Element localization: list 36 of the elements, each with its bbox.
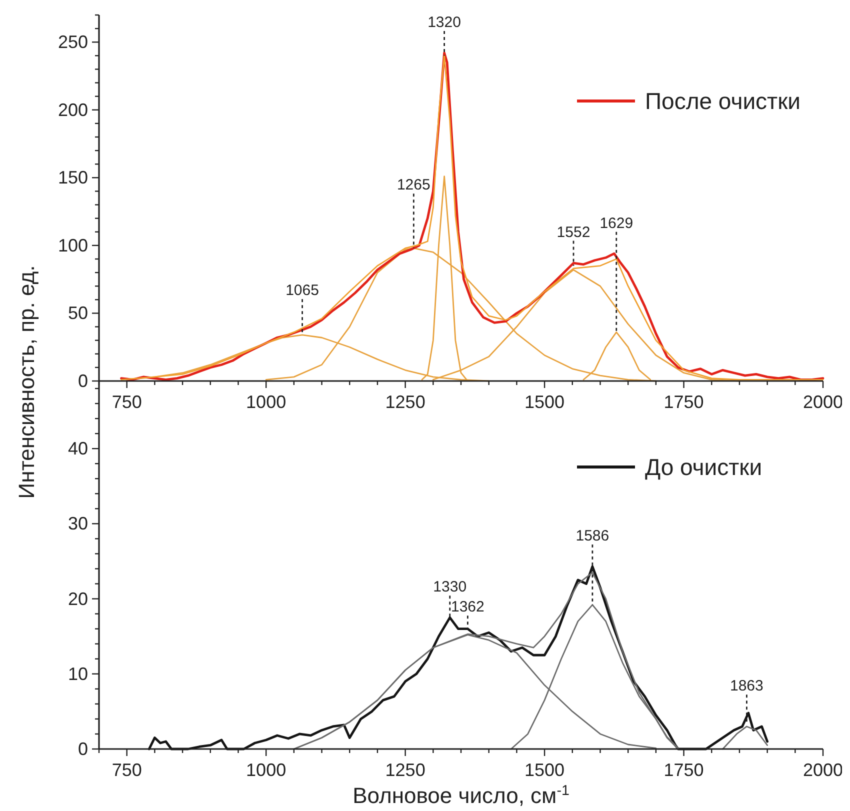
y-tick-label: 40 (68, 438, 88, 459)
annotation: 1362 (450, 598, 484, 616)
x-tick-label: 1750 (664, 760, 704, 780)
legend-label: После очистки (645, 88, 800, 114)
y-tick-label: 250 (58, 32, 88, 52)
y-axis-title: Интенсивность, пр. ед. (14, 265, 39, 499)
annotation: 1330 (433, 578, 467, 596)
annotation: 1065 (286, 282, 319, 300)
legend-label: До очистки (645, 454, 762, 480)
x-tick-label: 2000 (802, 760, 844, 780)
x-tick-label: 1750 (664, 392, 704, 412)
x-tick-label: 1500 (524, 392, 565, 412)
annotation: 1320 (428, 14, 461, 31)
x-axis-title: Волновое число, см$^{-1}$ (352, 783, 570, 808)
annotation: 1586 (576, 528, 610, 544)
y-tick-label: 0 (78, 371, 88, 391)
annotation: 1863 (730, 678, 764, 695)
annotation: 1552 (556, 224, 590, 241)
y-tick-label: 50 (68, 303, 88, 324)
x-tick-label: 1000 (246, 392, 286, 412)
y-tick-label: 200 (58, 100, 88, 120)
annotation: 1629 (600, 214, 634, 232)
x-tick-label: 1250 (385, 392, 426, 412)
y-tick-label: 20 (68, 588, 88, 609)
x-tick-label: 750 (112, 760, 142, 780)
x-tick-label: 2000 (802, 392, 844, 412)
x-tick-label: 1250 (385, 760, 426, 780)
annotation: 1265 (396, 176, 430, 194)
y-tick-label: 10 (68, 664, 88, 684)
x-tick-label: 1000 (246, 760, 286, 780)
x-tick-label: 750 (112, 392, 142, 412)
x-tick-label: 1500 (524, 760, 565, 780)
y-tick-label: 150 (58, 168, 88, 188)
y-tick-label: 100 (58, 235, 88, 256)
y-tick-label: 30 (68, 514, 88, 534)
y-tick-label: 0 (78, 739, 88, 759)
